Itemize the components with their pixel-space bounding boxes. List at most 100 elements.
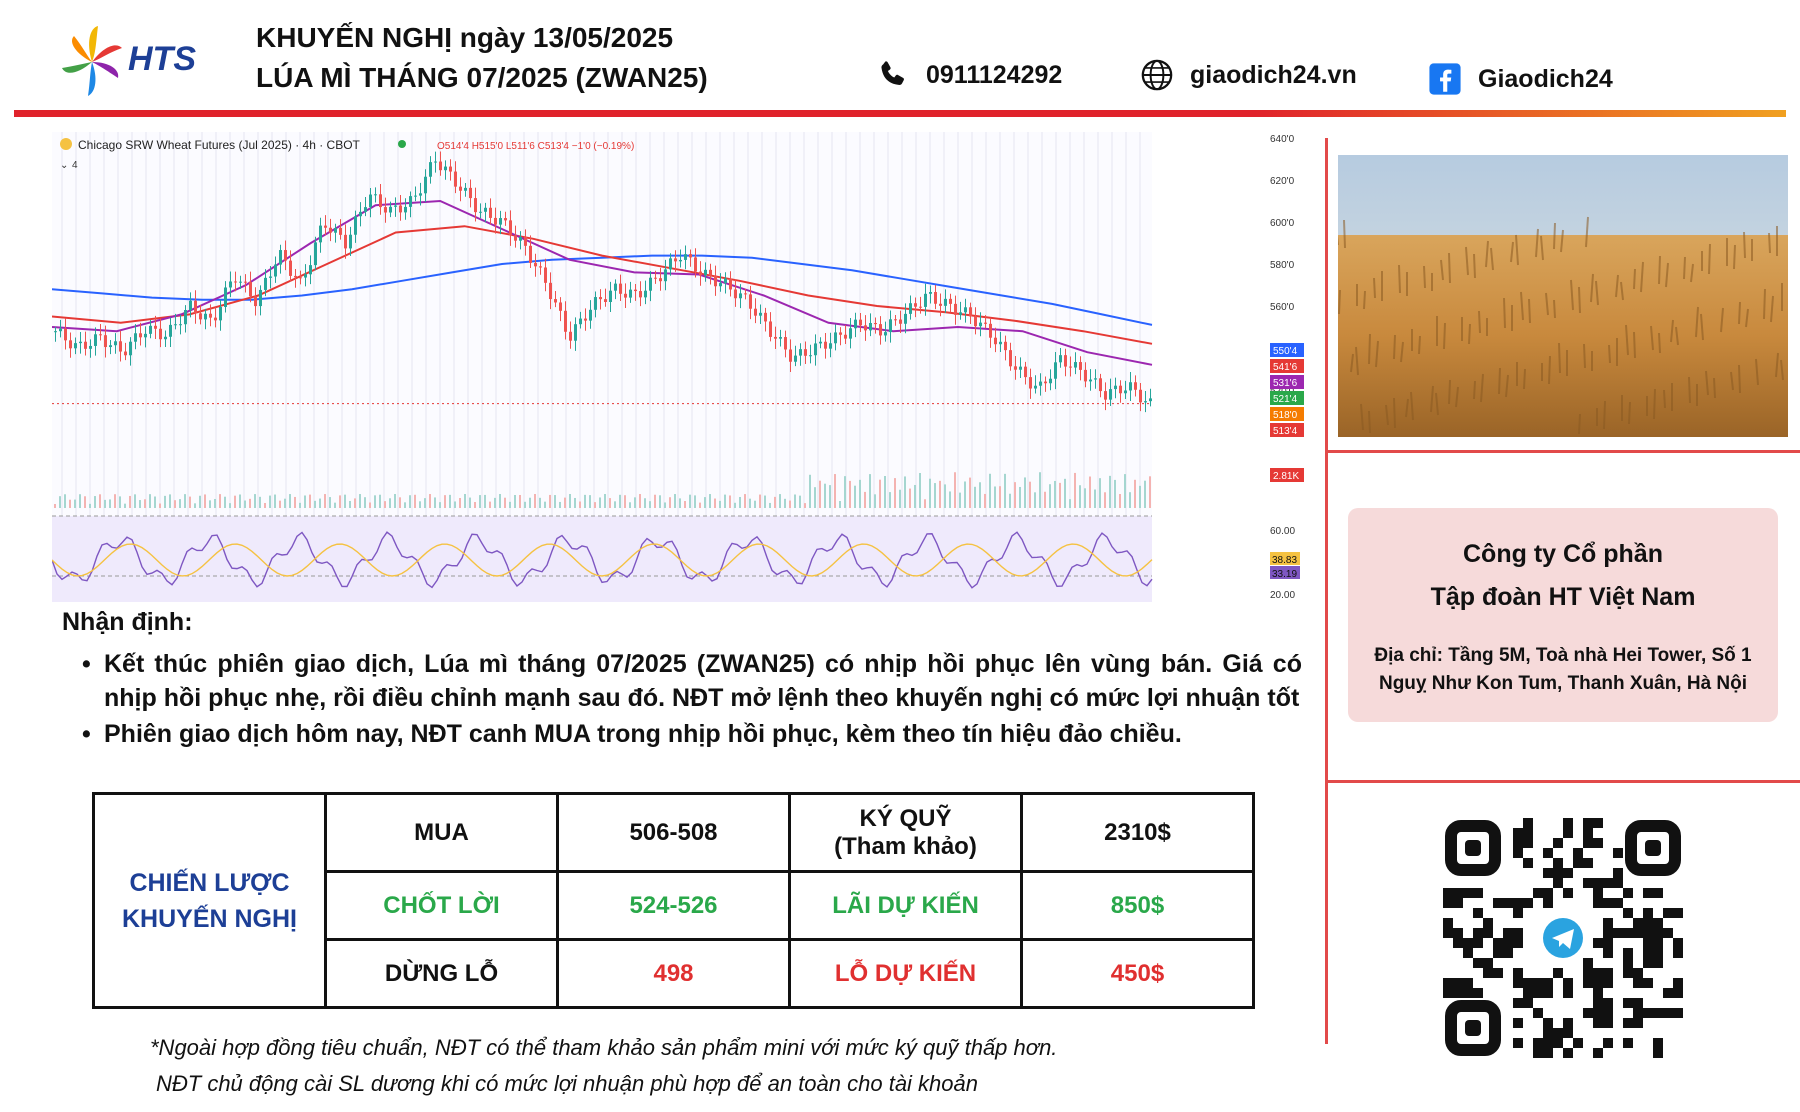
wheat-stalk [1780,359,1784,381]
volume-bar [689,494,691,508]
volume-bar [1119,494,1121,508]
qr-module [1533,1038,1543,1048]
volume-bar [539,497,541,508]
qr-module [1593,1048,1603,1058]
volume-bar [464,494,466,508]
oscillator-pane [52,516,1152,602]
wheat-stalk [1695,306,1699,338]
contact-facebook[interactable]: Giaodich24 [1428,62,1613,96]
volume-bar [824,483,826,508]
qr-module [1643,908,1653,918]
indicator-count[interactable]: 4 [72,160,78,171]
qr-module [1623,928,1633,938]
qr-module [1473,888,1483,898]
volume-bar [89,503,91,508]
expected-profit-value: 850$ [1020,870,1255,941]
volume-bar [819,480,821,508]
volume-bar [629,502,631,508]
candle-body [1084,369,1087,382]
volume-bar [649,501,651,508]
phone-number: 0911124292 [926,60,1063,89]
volume-bar [209,500,211,508]
contact-website[interactable]: giaodich24.vn [1140,58,1357,92]
contact-phone[interactable]: 0911124292 [876,58,1062,92]
candle-body [679,259,682,262]
candle-body [969,307,972,317]
volume-bar [679,498,681,508]
volume-bar [994,486,996,508]
qr-module [1653,928,1663,938]
candle-body [1039,381,1042,386]
wheat-stalk [1745,308,1749,328]
candle-body [284,250,287,261]
wheat-stalk [1490,247,1494,271]
volume-bar [454,501,456,508]
candle-body [324,225,327,228]
qr-module [1583,978,1593,988]
volume-bar [614,501,616,508]
oscillator-signal-line [51,543,1153,577]
qr-module [1543,1018,1553,1028]
candle-body [319,225,322,243]
volume-bar [224,496,226,508]
candle-body [189,300,192,311]
candle-body [919,306,922,308]
volume-bar [1104,492,1106,508]
candle-body [549,282,552,300]
candle-body [774,336,777,339]
oscillator-tag-label: 38.83 [1272,555,1297,566]
indicator-toggle-icon[interactable]: ⌄ [60,160,68,171]
candle-body [484,207,487,212]
candle-body [169,324,172,337]
qr-module [1603,918,1613,928]
candle-body [1069,366,1072,368]
candle-body [984,322,987,324]
wheat-stalk [1705,370,1709,396]
qr-module [1673,988,1683,998]
header-divider [14,110,1786,117]
qr-module [1563,1018,1573,1028]
wheat-stalk [1343,219,1346,249]
volume-bar [174,500,176,508]
candle-body [539,266,542,268]
volume-bar [419,501,421,508]
qr-module [1633,968,1643,978]
qr-module [1653,888,1663,898]
candle-body [1114,385,1117,390]
wheat-stalk [1510,241,1514,263]
volume-bar [329,497,331,508]
volume-bar [949,491,951,508]
candle-body [279,250,282,265]
candle-body [939,303,942,306]
wheat-stalk [1355,346,1359,376]
candle-body [809,355,812,357]
wheat-stalk [1595,280,1599,306]
volume-bar [564,497,566,508]
wheat-stalk [1738,364,1741,394]
telegram-qr-code[interactable] [1443,818,1683,1058]
qr-module [1633,1008,1643,1018]
candle-body [1009,350,1012,367]
wheat-stalk [1620,281,1624,301]
wheat-stalk [1720,307,1724,333]
analysis-list: Kết thúc phiên giao dịch, Lúa mì tháng 0… [82,647,1302,751]
wheat-stalk [1548,355,1551,385]
candle-body [269,276,272,278]
volume-bar [669,497,671,508]
candle-body [174,324,177,326]
volume-bar [364,497,366,508]
volume-bar [1019,486,1021,508]
volume-bar [904,476,906,508]
candle-body [1119,385,1122,394]
candle-body [734,289,737,299]
candle-body [1089,379,1092,382]
candle-body [769,321,772,337]
price-tag [1270,343,1304,357]
qr-module [1483,918,1493,928]
qr-module [1493,898,1503,908]
candle-body [264,277,267,290]
volume-bar [409,495,411,508]
volume-bar [874,494,876,508]
volume-bar [734,502,736,508]
volume-bar [919,473,921,508]
